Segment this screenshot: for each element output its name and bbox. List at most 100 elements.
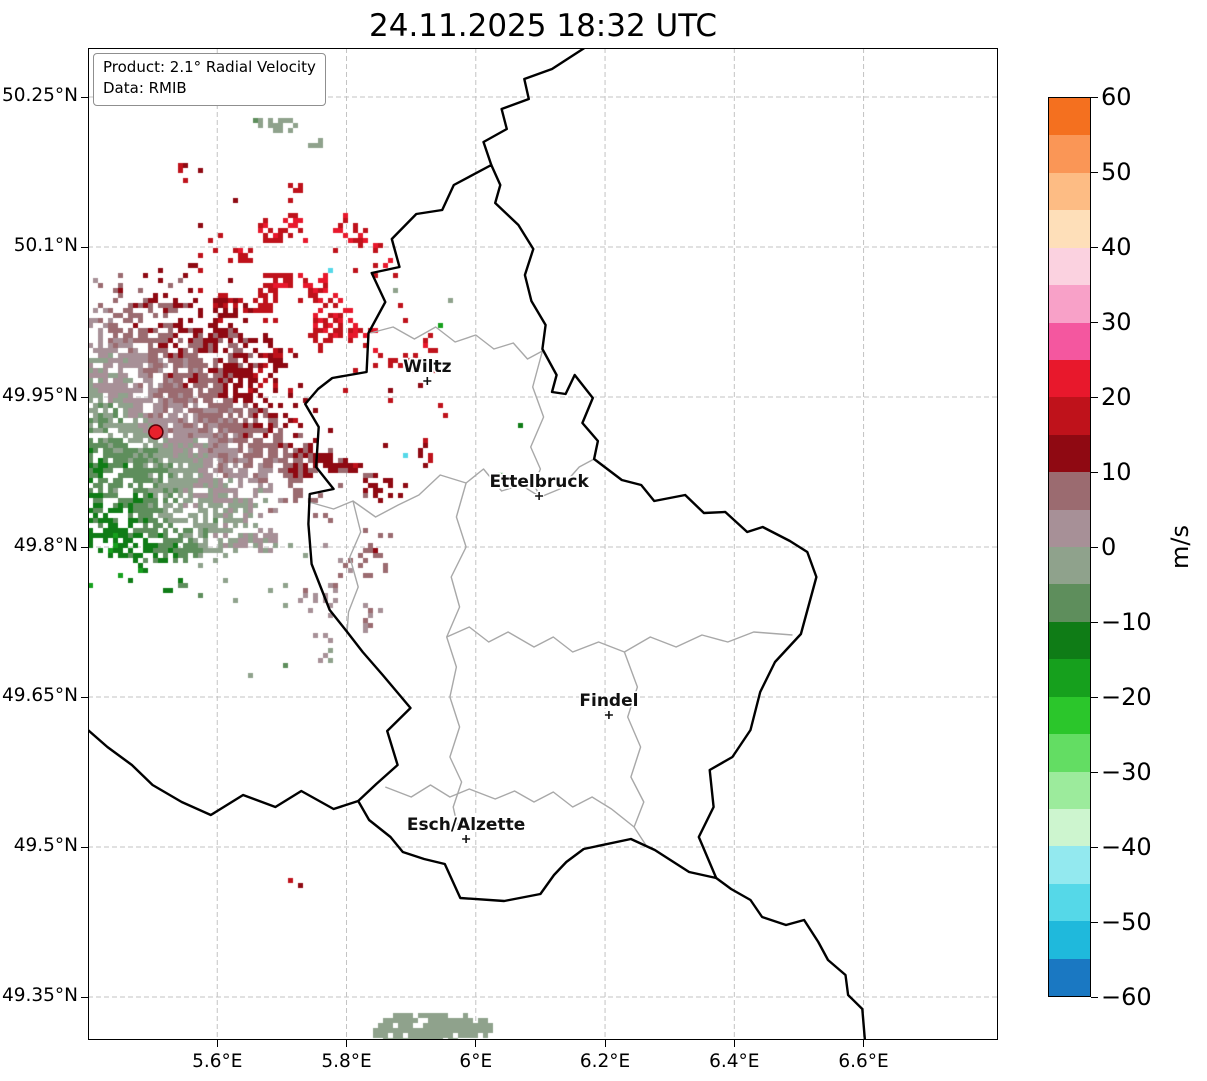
colorbar-band (1049, 472, 1090, 510)
y-tick-label: 50.1°N (13, 235, 78, 256)
city-label-wiltz: Wiltz (403, 357, 452, 377)
colorbar-band (1049, 285, 1090, 323)
figure-title: 24.11.2025 18:32 UTC (369, 8, 717, 44)
colorbar-band (1049, 734, 1090, 772)
neighbor-border (482, 48, 586, 167)
map-plot-area: Wiltz Ettelbruck Findel Esch/Alzette Produc… (88, 48, 998, 1040)
colorbar-tick-mark (1091, 321, 1098, 323)
colorbar-band (1049, 584, 1090, 622)
city-marker-ettelbruck (535, 492, 544, 500)
colorbar-tick-label: −60 (1101, 983, 1152, 1011)
x-tick-mark (863, 1040, 865, 1047)
x-tick-mark (604, 1040, 606, 1047)
city-label-ettelbruck: Ettelbruck (489, 472, 589, 492)
x-tick-mark (346, 1040, 348, 1047)
neighbor-border (715, 876, 867, 1040)
city-marker-wiltz (423, 377, 432, 385)
colorbar-band (1049, 359, 1090, 398)
district-border (446, 626, 793, 653)
colorbar-unit-label: m/s (1166, 525, 1194, 569)
colorbar-tick-label: −30 (1101, 758, 1152, 786)
x-tick-label: 6.4°E (709, 1051, 760, 1072)
x-tick-label: 5.8°E (321, 1051, 372, 1072)
y-tick-mark (81, 96, 88, 98)
x-tick-label: 6.6°E (838, 1051, 889, 1072)
y-tick-label: 49.5°N (13, 835, 78, 856)
y-tick-mark (81, 846, 88, 848)
colorbar-tick-label: −50 (1101, 908, 1152, 936)
district-border (370, 326, 543, 360)
colorbar-band (1049, 883, 1090, 922)
colorbar-tick-mark (1091, 546, 1098, 548)
colorbar-band (1049, 509, 1090, 548)
colorbar-tick-mark (1091, 246, 1098, 248)
colorbar-band (1049, 809, 1090, 847)
colorbar-band (1049, 846, 1090, 884)
colorbar-tick-label: −10 (1101, 608, 1152, 636)
y-tick-label: 49.95°N (1, 385, 78, 406)
colorbar-tick-mark (1091, 696, 1098, 698)
district-border (623, 651, 648, 848)
radar-site-marker (148, 424, 164, 440)
product-info-box: Product: 2.1° Radial Velocity Data: RMIB (93, 53, 326, 106)
x-tick-mark (733, 1040, 735, 1047)
neighbor-border (88, 728, 360, 817)
colorbar-band (1049, 322, 1090, 360)
y-tick-mark (81, 546, 88, 548)
colorbar-tick-mark (1091, 621, 1098, 623)
x-tick-label: 6°E (459, 1051, 493, 1072)
colorbar-band (1049, 659, 1090, 697)
colorbar-band (1049, 210, 1090, 248)
colorbar-tick-label: 20 (1101, 383, 1132, 411)
colorbar-tick-label: 0 (1101, 533, 1117, 561)
x-tick-mark (216, 1040, 218, 1047)
colorbar-band (1049, 547, 1090, 585)
colorbar-band (1049, 135, 1090, 173)
colorbar-band (1049, 921, 1090, 959)
colorbar-tick-mark (1091, 996, 1098, 998)
product-label: Product: 2.1° Radial Velocity (103, 58, 316, 76)
city-label-esch-alzette: Esch/Alzette (407, 815, 525, 835)
district-border (346, 500, 362, 632)
colorbar-tick-label: 10 (1101, 458, 1132, 486)
colorbar-band (1049, 434, 1090, 473)
district-border (530, 350, 545, 498)
colorbar-band (1049, 172, 1090, 211)
x-tick-label: 5.6°E (192, 1051, 243, 1072)
colorbar-band (1049, 958, 1090, 997)
colorbar-tick-mark (1091, 846, 1098, 848)
colorbar-band (1049, 771, 1090, 810)
y-tick-mark (81, 696, 88, 698)
colorbar-tick-label: −40 (1101, 833, 1152, 861)
colorbar-tick-label: −20 (1101, 683, 1152, 711)
colorbar-tick-label: 40 (1101, 233, 1132, 261)
colorbar-band (1049, 621, 1090, 660)
colorbar-tick-label: 60 (1101, 83, 1132, 111)
data-source-label: Data: RMIB (103, 79, 187, 98)
x-tick-label: 6.2°E (579, 1051, 631, 1072)
city-marker-esch-alzette (462, 835, 471, 843)
colorbar-tick-label: 30 (1101, 308, 1132, 336)
colorbar-tick-label: 50 (1101, 158, 1132, 186)
colorbar-tick-mark (1091, 96, 1098, 98)
colorbar-tick-mark (1091, 396, 1098, 398)
colorbar-band (1049, 98, 1090, 136)
district-border (446, 482, 467, 828)
y-tick-label: 49.65°N (1, 685, 78, 706)
y-tick-mark (81, 246, 88, 248)
colorbar-tick-mark (1091, 771, 1098, 773)
y-tick-label: 50.25°N (1, 85, 78, 106)
radar-velocity-layer (88, 48, 998, 1040)
colorbar-band (1049, 397, 1090, 435)
y-tick-mark (81, 996, 88, 998)
y-tick-label: 49.8°N (13, 535, 78, 556)
colorbar-band (1049, 696, 1090, 735)
city-label-findel: Findel (579, 691, 638, 711)
map-overlay-layer: Wiltz Ettelbruck Findel Esch/Alzette (88, 48, 867, 1040)
district-border (385, 784, 635, 828)
colorbar-tick-mark (1091, 171, 1098, 173)
y-tick-mark (81, 396, 88, 398)
y-tick-label: 49.35°N (1, 985, 78, 1006)
colorbar-tick-mark (1091, 921, 1098, 923)
